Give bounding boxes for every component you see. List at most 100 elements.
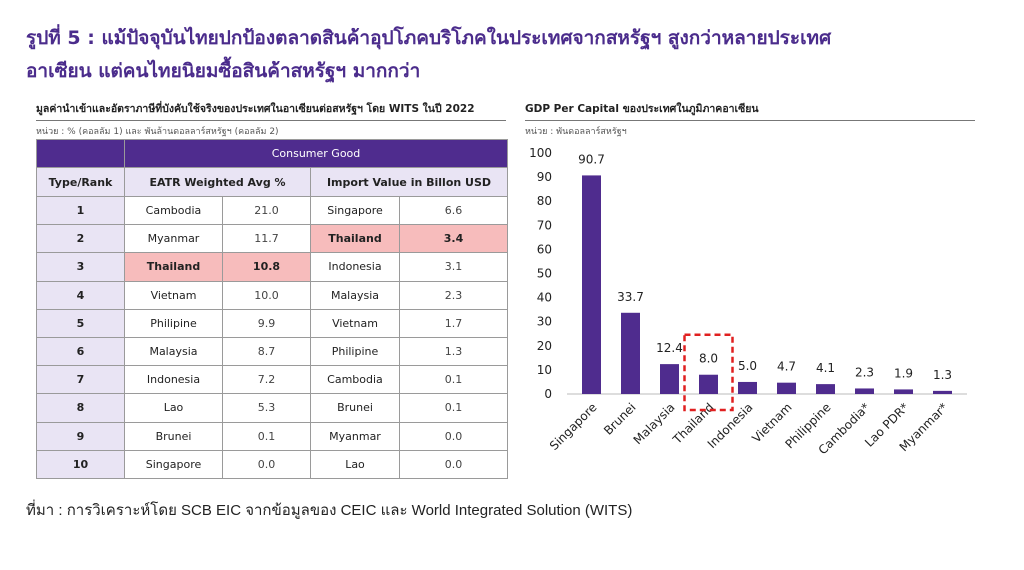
figure-title: รูปที่ 5 : แม้ปัจจุบันไทยปกป้องตลาดสินค้…	[26, 22, 1006, 88]
import-value-cell: 0.0	[399, 421, 508, 451]
col-header-rank: Type/Rank	[36, 167, 125, 197]
table-heading-block: มูลค่านำเข้าและอัตราภาษีที่บังคับใช้จริง…	[36, 100, 506, 138]
eatr-country-cell: Malaysia	[124, 336, 223, 367]
bar	[894, 389, 913, 394]
data-label: 1.3	[933, 368, 952, 382]
eatr-value-cell: 7.2	[222, 365, 311, 395]
table-row: 1 Cambodia 21.0 Singapore 6.6	[36, 195, 508, 226]
eatr-country-cell: Singapore	[124, 449, 223, 479]
group-header-row: Consumer Good	[36, 139, 508, 168]
y-tick-label: 60	[537, 242, 552, 256]
eatr-value-cell: 10.8	[222, 252, 311, 282]
bar	[816, 384, 835, 394]
eatr-country-cell: Lao	[124, 393, 223, 423]
eatr-value-cell: 0.0	[222, 449, 311, 479]
table-row: 2 Myanmar 11.7 Thailand 3.4	[36, 224, 508, 254]
title-line-2: อาเซียน แต่คนไทยนิยมซื้อสินค้าสหรัฐฯ มาก…	[26, 60, 421, 82]
data-label: 1.9	[894, 366, 913, 380]
bar	[933, 390, 952, 394]
eatr-country-cell: Indonesia	[124, 365, 223, 395]
eatr-value-cell: 10.0	[222, 280, 311, 310]
y-tick-label: 30	[537, 315, 552, 329]
y-tick-label: 80	[537, 194, 552, 208]
import-value-cell: 0.1	[399, 365, 508, 395]
eatr-country-cell: Thailand	[124, 252, 223, 282]
import-value-cell: 0.1	[399, 393, 508, 423]
x-tick-label: Malaysia	[631, 400, 678, 447]
rank-cell: 8	[36, 393, 125, 423]
col-header-eatr: EATR Weighted Avg %	[124, 167, 311, 197]
column-header-row: Type/Rank EATR Weighted Avg % Import Val…	[36, 167, 508, 197]
import-country-cell: Myanmar	[310, 421, 400, 451]
table-row: 6 Malaysia 8.7 Philipine 1.3	[36, 336, 508, 367]
chart-heading-rule	[525, 120, 975, 121]
table-row: 5 Philipine 9.9 Vietnam 1.7	[36, 308, 508, 338]
y-tick-label: 0	[544, 387, 552, 401]
table-row: 4 Vietnam 10.0 Malaysia 2.3	[36, 280, 508, 310]
bar	[699, 374, 718, 394]
table-corner	[36, 139, 125, 168]
eatr-country-cell: Brunei	[124, 421, 223, 451]
eatr-value-cell: 8.7	[222, 336, 311, 367]
rank-cell: 1	[36, 195, 125, 226]
tariff-import-table: Consumer Good Type/Rank EATR Weighted Av…	[36, 139, 508, 479]
eatr-value-cell: 9.9	[222, 308, 311, 338]
import-country-cell: Philipine	[310, 336, 400, 367]
chart-heading-block: GDP Per Capital ของประเทศในภูมิภาคอาเซีย…	[525, 100, 975, 138]
group-header: Consumer Good	[124, 139, 508, 168]
table-row: 10 Singapore 0.0 Lao 0.0	[36, 449, 508, 479]
eatr-value-cell: 0.1	[222, 421, 311, 451]
col-header-import: Import Value in Billon USD	[310, 167, 508, 197]
import-value-cell: 0.0	[399, 449, 508, 479]
y-tick-label: 100	[529, 146, 552, 160]
table-heading-rule	[36, 120, 506, 121]
eatr-country-cell: Philipine	[124, 308, 223, 338]
import-value-cell: 3.4	[399, 224, 508, 254]
eatr-value-cell: 21.0	[222, 195, 311, 226]
data-label: 90.7	[578, 152, 605, 166]
y-tick-label: 90	[537, 170, 552, 184]
data-label: 4.7	[777, 360, 796, 374]
rank-cell: 7	[36, 365, 125, 395]
import-value-cell: 2.3	[399, 280, 508, 310]
rank-cell: 4	[36, 280, 125, 310]
chart-heading: GDP Per Capital ของประเทศในภูมิภาคอาเซีย…	[525, 103, 759, 115]
table-row: 9 Brunei 0.1 Myanmar 0.0	[36, 421, 508, 451]
chart-unit: หน่วย : พันดอลลาร์สหรัฐฯ	[525, 127, 627, 137]
import-value-cell: 1.3	[399, 336, 508, 367]
table-row: 8 Lao 5.3 Brunei 0.1	[36, 393, 508, 423]
data-label: 12.4	[656, 341, 683, 355]
y-tick-label: 70	[537, 218, 552, 232]
data-label: 33.7	[617, 290, 644, 304]
source-note: ที่มา : การวิเคราะห์โดย SCB EIC จากข้อมู…	[26, 502, 633, 519]
eatr-country-cell: Myanmar	[124, 224, 223, 254]
import-value-cell: 6.6	[399, 195, 508, 226]
y-tick-label: 50	[537, 267, 552, 281]
bar	[582, 175, 601, 394]
eatr-country-cell: Cambodia	[124, 195, 223, 226]
import-country-cell: Cambodia	[310, 365, 400, 395]
table-row: 7 Indonesia 7.2 Cambodia 0.1	[36, 365, 508, 395]
rank-cell: 9	[36, 421, 125, 451]
import-country-cell: Singapore	[310, 195, 400, 226]
import-value-cell: 1.7	[399, 308, 508, 338]
y-tick-label: 10	[537, 363, 552, 377]
import-country-cell: Brunei	[310, 393, 400, 423]
eatr-value-cell: 11.7	[222, 224, 311, 254]
bar	[660, 364, 679, 394]
table-unit: หน่วย : % (คอลลัม 1) และ พันล้านดอลลาร์ส…	[36, 127, 279, 137]
import-country-cell: Thailand	[310, 224, 400, 254]
bar	[855, 388, 874, 394]
x-tick-label: Singapore	[547, 400, 600, 453]
bar	[777, 382, 796, 394]
eatr-value-cell: 5.3	[222, 393, 311, 423]
x-tick-label: Brunei	[601, 400, 639, 438]
import-country-cell: Indonesia	[310, 252, 400, 282]
data-label: 5.0	[738, 359, 757, 373]
import-value-cell: 3.1	[399, 252, 508, 282]
rank-cell: 3	[36, 252, 125, 282]
import-country-cell: Malaysia	[310, 280, 400, 310]
import-country-cell: Lao	[310, 449, 400, 479]
data-label: 8.0	[699, 352, 718, 366]
rank-cell: 2	[36, 224, 125, 254]
